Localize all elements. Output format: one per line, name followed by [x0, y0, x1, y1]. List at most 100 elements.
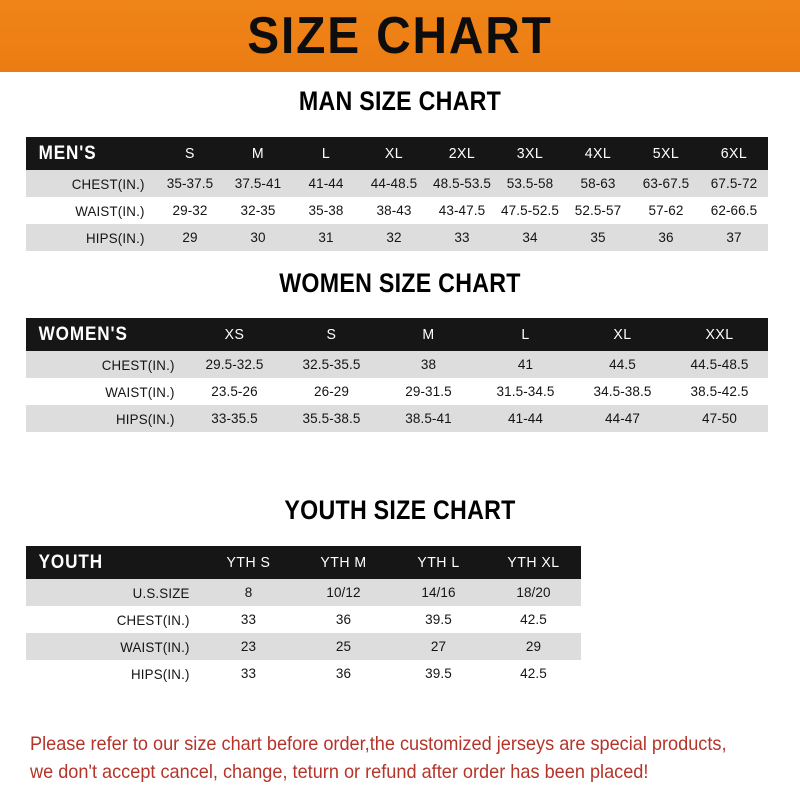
measurement-cell: 32-35: [240, 203, 276, 218]
measurement-cell: 63-67.5: [642, 176, 690, 191]
measurement-cell: 29: [525, 639, 542, 654]
row-label: CHEST(IN.): [116, 611, 190, 628]
youth-header-row: YOUTH YTH S YTH M YTH L YTH XL: [26, 546, 581, 579]
measurement-cell: 39.5: [425, 666, 452, 681]
women-column-header: S: [326, 326, 337, 343]
measurement-cell: 41-44: [507, 411, 544, 426]
measurement-cell: 23: [240, 639, 257, 654]
measurement-cell: 33-35.5: [211, 411, 258, 426]
row-label: WAIST(IN.): [75, 202, 145, 219]
measurement-cell: 41-44: [308, 176, 344, 191]
men-header-row: MEN'S S M L XL 2XL 3XL 4XL 5XL 6XL: [26, 137, 768, 170]
women-section-title: WOMEN SIZE CHART: [279, 268, 521, 298]
youth-size-table: YOUTH YTH S YTH M YTH L YTH XL U.S.SIZE 8 10/12…: [26, 546, 581, 687]
table-row: HIPS(IN.) 29 30 31 32 33 34 35 36 37: [26, 224, 768, 251]
measurement-cell: 37: [726, 230, 742, 245]
men-column-header: XL: [384, 145, 404, 162]
youth-column-header: YTH XL: [507, 554, 560, 571]
measurement-cell: 39.5: [425, 612, 452, 627]
row-label: WAIST(IN.): [120, 638, 190, 655]
women-size-table: WOMEN'S XS S M L XL XXL CHEST(IN.) 29.5-32.5 32.5…: [26, 318, 768, 432]
measurement-cell: 8: [244, 585, 253, 600]
measurement-cell: 34: [522, 230, 538, 245]
measurement-cell: 31.5-34.5: [496, 384, 555, 399]
measurement-cell: 23.5-26: [211, 384, 258, 399]
table-row: U.S.SIZE 8 10/12 14/16 18/20: [26, 579, 581, 606]
measurement-cell: 34.5-38.5: [593, 384, 652, 399]
measurement-cell: 41: [517, 357, 534, 372]
table-row: HIPS(IN.) 33 36 39.5 42.5: [26, 660, 581, 687]
men-column-header: 4XL: [584, 145, 612, 162]
measurement-cell: 32.5-35.5: [302, 357, 361, 372]
table-row: WAIST(IN.) 23.5-26 26-29 29-31.5 31.5-34.5 34…: [26, 378, 768, 405]
measurement-cell: 53.5-58: [506, 176, 554, 191]
measurement-cell: 44-48.5: [370, 176, 418, 191]
youth-section-title: YOUTH SIZE CHART: [284, 495, 516, 525]
measurement-cell: 35-38: [308, 203, 344, 218]
measurement-cell: 58-63: [580, 176, 616, 191]
youth-column-header: YTH S: [226, 554, 271, 571]
women-column-header: XL: [613, 326, 632, 343]
row-label: HIPS(IN.): [85, 229, 145, 246]
measurement-cell: 35: [590, 230, 606, 245]
men-column-header: 2XL: [448, 145, 476, 162]
measurement-cell: 14/16: [421, 585, 456, 600]
measurement-cell: 52.5-57: [574, 203, 622, 218]
page-title: SIZE CHART: [247, 7, 553, 65]
row-label: CHEST(IN.): [101, 356, 175, 373]
measurement-cell: 27: [430, 639, 447, 654]
row-label: CHEST(IN.): [71, 175, 145, 192]
disclaimer-line-2: we don't accept cancel, change, teturn o…: [30, 761, 649, 783]
measurement-cell: 38-43: [376, 203, 412, 218]
measurement-cell: 42.5: [520, 612, 547, 627]
measurement-cell: 33: [454, 230, 470, 245]
measurement-cell: 37.5-41: [234, 176, 282, 191]
measurement-cell: 36: [335, 612, 352, 627]
measurement-cell: 36: [658, 230, 674, 245]
measurement-cell: 47-50: [701, 411, 738, 426]
measurement-cell: 44.5-48.5: [690, 357, 749, 372]
measurement-cell: 18/20: [516, 585, 551, 600]
measurement-cell: 32: [386, 230, 402, 245]
youth-column-header: YTH L: [417, 554, 460, 571]
men-column-header: 6XL: [720, 145, 748, 162]
measurement-cell: 43-47.5: [438, 203, 486, 218]
women-column-header: L: [521, 326, 530, 343]
page-banner: SIZE CHART: [0, 0, 800, 72]
table-row: WAIST(IN.) 23 25 27 29: [26, 633, 581, 660]
measurement-cell: 29: [182, 230, 198, 245]
measurement-cell: 62-66.5: [710, 203, 758, 218]
measurement-cell: 25: [335, 639, 352, 654]
table-row: CHEST(IN.) 29.5-32.5 32.5-35.5 38 41 44.5 44.5…: [26, 351, 768, 378]
measurement-cell: 31: [318, 230, 334, 245]
women-size-table-wrap: WOMEN'S XS S M L XL XXL CHEST(IN.) 29.5-32.5 32.5…: [26, 318, 770, 432]
measurement-cell: 57-62: [648, 203, 684, 218]
measurement-cell: 36: [335, 666, 352, 681]
women-corner-label: WOMEN'S: [38, 323, 128, 345]
measurement-cell: 33: [240, 612, 257, 627]
women-column-header: XS: [224, 326, 245, 343]
measurement-cell: 35.5-38.5: [302, 411, 361, 426]
men-column-header: 5XL: [652, 145, 680, 162]
man-size-table: MEN'S S M L XL 2XL 3XL 4XL 5XL 6XL CHEST(IN.) 35-37…: [26, 137, 768, 251]
measurement-cell: 29.5-32.5: [205, 357, 264, 372]
measurement-cell: 30: [250, 230, 266, 245]
man-section-title: MAN SIZE CHART: [298, 86, 502, 116]
measurement-cell: 67.5-72: [710, 176, 758, 191]
disclaimer-text: Please refer to our size chart before or…: [30, 730, 729, 786]
men-corner-label: MEN'S: [38, 142, 97, 164]
measurement-cell: 38.5-41: [405, 411, 452, 426]
youth-size-table-wrap: YOUTH YTH S YTH M YTH L YTH XL U.S.SIZE 8 10/12…: [26, 546, 770, 687]
table-row: WAIST(IN.) 29-32 32-35 35-38 38-43 43-47.5 47.…: [26, 197, 768, 224]
measurement-cell: 10/12: [326, 585, 361, 600]
youth-corner-label: YOUTH: [38, 551, 103, 573]
women-column-header: XXL: [705, 326, 734, 343]
measurement-cell: 38.5-42.5: [690, 384, 749, 399]
men-column-header: M: [251, 145, 265, 162]
row-label: WAIST(IN.): [105, 383, 175, 400]
measurement-cell: 42.5: [520, 666, 547, 681]
men-column-header: L: [321, 145, 331, 162]
measurement-cell: 44.5: [609, 357, 636, 372]
row-label: HIPS(IN.): [115, 410, 175, 427]
measurement-cell: 33: [240, 666, 257, 681]
